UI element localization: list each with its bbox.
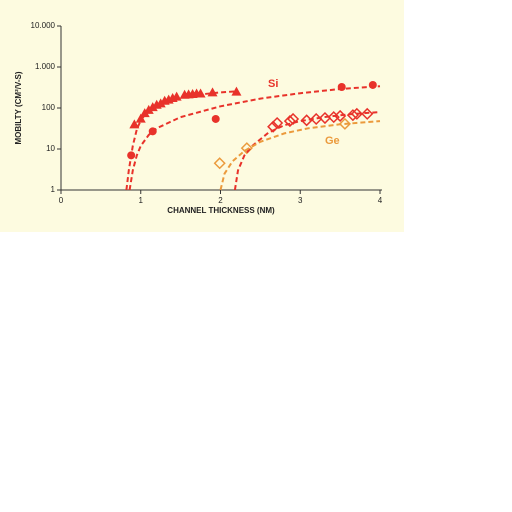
- x-tick-label: 2: [218, 196, 223, 205]
- diamond-point: [283, 115, 296, 128]
- diamond-point: [240, 142, 253, 155]
- diamond-point: [350, 107, 363, 120]
- triangle-point: [231, 86, 242, 96]
- fit-curve: [219, 120, 381, 191]
- y-tick-label: 10: [46, 144, 55, 153]
- y-tick-label: 1: [51, 185, 56, 194]
- fit-curve: [233, 111, 381, 191]
- x-tick-label: 4: [378, 196, 383, 205]
- y-tick-label: 10.000: [31, 21, 56, 30]
- diamond-point: [338, 117, 351, 130]
- x-axis-label: CHANNEL THICKNESS (NM): [167, 206, 275, 215]
- diamond-point: [267, 120, 280, 133]
- diamond-point: [287, 112, 300, 126]
- y-tick-label: 100: [42, 103, 56, 112]
- triangle-point: [135, 113, 146, 123]
- diamond-point: [271, 116, 284, 130]
- triangle-point: [129, 119, 140, 129]
- series-annotation: Ge: [325, 135, 340, 147]
- x-tick-label: 1: [139, 196, 144, 205]
- diamond-point: [213, 157, 226, 170]
- x-tick-label: 3: [298, 196, 303, 205]
- circle-point: [211, 114, 220, 123]
- x-tick-label: 0: [59, 196, 64, 205]
- y-axis-label: MOBILTY (CM²/V-S): [14, 71, 23, 144]
- y-tick-label: 1.000: [35, 62, 56, 71]
- series-annotation: Si: [268, 78, 278, 90]
- diamond-point: [361, 107, 374, 120]
- fit-curve: [128, 85, 381, 191]
- fit-curve: [125, 90, 237, 191]
